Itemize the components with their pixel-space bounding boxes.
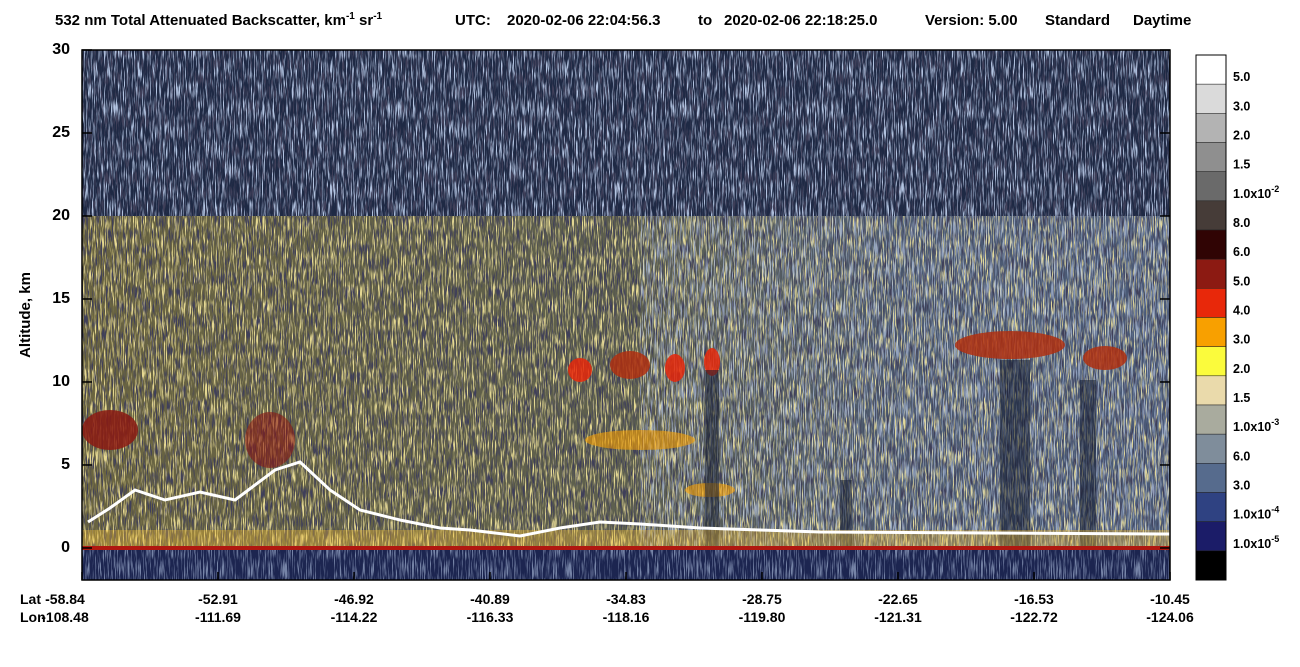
title-part: Standard bbox=[1045, 12, 1110, 29]
colorbar-label: 1.0x10-4 bbox=[1233, 505, 1279, 522]
x-row-label: Lat bbox=[20, 591, 41, 607]
y-axis-label: Altitude, km bbox=[17, 272, 34, 358]
colorbar-swatch bbox=[1195, 83, 1227, 114]
lat-label: -58.84 bbox=[45, 591, 85, 607]
lon-label: -114.22 bbox=[331, 609, 378, 625]
lon-label: -116.33 bbox=[467, 609, 514, 625]
title-part: sr bbox=[355, 12, 374, 29]
colorbar-mantissa: 5.0 bbox=[1233, 70, 1250, 84]
lat-label: -34.83 bbox=[606, 591, 646, 607]
title-part: Version: 5.00 bbox=[925, 12, 1018, 29]
colorbar-mantissa: 1.0x10 bbox=[1233, 537, 1271, 551]
colorbar-swatch bbox=[1195, 433, 1227, 464]
colorbar-swatch bbox=[1195, 375, 1227, 406]
colorbar-label: 1.5 bbox=[1233, 158, 1250, 172]
colorbar-swatch bbox=[1195, 550, 1227, 581]
y-tick-label: 15 bbox=[52, 290, 70, 307]
lat-label: -40.89 bbox=[470, 591, 510, 607]
colorbar-swatch bbox=[1195, 171, 1227, 202]
colorbar-swatch bbox=[1195, 288, 1227, 318]
colorbar-label: 3.0 bbox=[1233, 479, 1250, 493]
colorbar-label: 5.0 bbox=[1233, 70, 1250, 84]
colorbar-swatch bbox=[1195, 54, 1227, 85]
colorbar-mantissa: 3.0 bbox=[1233, 479, 1250, 493]
lat-label: -16.53 bbox=[1014, 591, 1054, 607]
colorbar-mantissa: 2.0 bbox=[1233, 362, 1250, 376]
colorbar-label: 3.0 bbox=[1233, 333, 1250, 347]
lon-label: -124.06 bbox=[1146, 609, 1194, 625]
colorbar-swatch bbox=[1195, 521, 1227, 552]
colorbar-label: 1.5 bbox=[1233, 391, 1250, 405]
colorbar-label: 1.0x10-2 bbox=[1233, 184, 1279, 201]
colorbar-exponent: -3 bbox=[1271, 418, 1279, 428]
colorbar-label: 4.0 bbox=[1233, 304, 1250, 318]
lon-label: -108.48 bbox=[41, 609, 89, 625]
colorbar-swatch bbox=[1195, 404, 1227, 435]
title-part: 2020-02-06 22:04:56.3 bbox=[507, 12, 660, 29]
colorbar-swatch bbox=[1195, 200, 1227, 231]
backscatter-image bbox=[82, 50, 1170, 580]
colorbar-mantissa: 1.0x10 bbox=[1233, 187, 1271, 201]
colorbar-mantissa: 5.0 bbox=[1233, 275, 1250, 289]
colorbar-mantissa: 3.0 bbox=[1233, 333, 1250, 347]
title-part: to bbox=[698, 12, 712, 29]
lat-label: -46.92 bbox=[334, 591, 374, 607]
colorbar-mantissa: 2.0 bbox=[1233, 129, 1250, 143]
title-part: -1 bbox=[373, 11, 382, 22]
y-tick-label: 25 bbox=[52, 124, 70, 141]
lon-label: -111.69 bbox=[195, 609, 241, 625]
colorbar-mantissa: 3.0 bbox=[1233, 100, 1250, 114]
y-tick-label: 10 bbox=[52, 373, 70, 390]
colorbar-label: 6.0 bbox=[1233, 450, 1250, 464]
lat-label: -52.91 bbox=[198, 591, 238, 607]
colorbar-label: 1.0x10-3 bbox=[1233, 418, 1279, 435]
colorbar-mantissa: 1.5 bbox=[1233, 391, 1250, 405]
colorbar-mantissa: 1.5 bbox=[1233, 158, 1250, 172]
lat-label: -22.65 bbox=[878, 591, 918, 607]
colorbar-label: 8.0 bbox=[1233, 216, 1250, 230]
colorbar-swatch bbox=[1195, 317, 1227, 347]
colorbar-swatch bbox=[1195, 113, 1227, 143]
colorbar-mantissa: 1.0x10 bbox=[1233, 420, 1271, 434]
lon-label: -119.80 bbox=[739, 609, 786, 625]
title-part: 2020-02-06 22:18:25.0 bbox=[724, 12, 877, 29]
colorbar-mantissa: 6.0 bbox=[1233, 245, 1250, 259]
colorbar-label: 2.0 bbox=[1233, 362, 1250, 376]
colorbar-swatch bbox=[1195, 142, 1227, 172]
colorbar-swatch bbox=[1195, 258, 1227, 289]
chart-title: 532 nm Total Attenuated Backscatter, km-… bbox=[55, 6, 1191, 29]
colorbar-swatch bbox=[1195, 463, 1227, 493]
colorbar-label: 6.0 bbox=[1233, 245, 1250, 259]
lon-label: -122.72 bbox=[1010, 609, 1058, 625]
colorbar-frame bbox=[1195, 54, 1227, 581]
colorbar-mantissa: 6.0 bbox=[1233, 450, 1250, 464]
colorbar-swatch bbox=[1195, 229, 1227, 260]
colorbar-exponent: -5 bbox=[1271, 534, 1279, 544]
y-tick-label: 20 bbox=[52, 207, 70, 224]
colorbar-mantissa: 4.0 bbox=[1233, 304, 1250, 318]
colorbar-label: 2.0 bbox=[1233, 129, 1250, 143]
y-tick-label: 30 bbox=[52, 41, 70, 58]
colorbar-exponent: -4 bbox=[1271, 505, 1279, 515]
x-row-label: Lon bbox=[20, 609, 46, 625]
y-tick-label: 5 bbox=[61, 456, 70, 473]
lon-label: -121.31 bbox=[874, 609, 922, 625]
title-part: UTC: bbox=[455, 12, 491, 29]
colorbar-label: 1.0x10-5 bbox=[1233, 534, 1279, 551]
colorbar-exponent: -2 bbox=[1271, 184, 1279, 194]
colorbar-swatch bbox=[1195, 346, 1227, 377]
title-part: 532 nm Total Attenuated Backscatter, km bbox=[55, 12, 346, 29]
lat-label: -10.45 bbox=[1150, 591, 1190, 607]
title-part: Daytime bbox=[1133, 12, 1191, 29]
lon-label: -118.16 bbox=[603, 609, 650, 625]
colorbar-swatch bbox=[1195, 492, 1227, 522]
colorbar-label: 5.0 bbox=[1233, 275, 1250, 289]
y-tick-label: 0 bbox=[61, 539, 70, 556]
colorbar-mantissa: 8.0 bbox=[1233, 216, 1250, 230]
colorbar-label: 3.0 bbox=[1233, 100, 1250, 114]
colorbar-mantissa: 1.0x10 bbox=[1233, 508, 1271, 522]
lat-label: -28.75 bbox=[742, 591, 782, 607]
title-part: -1 bbox=[346, 11, 355, 22]
